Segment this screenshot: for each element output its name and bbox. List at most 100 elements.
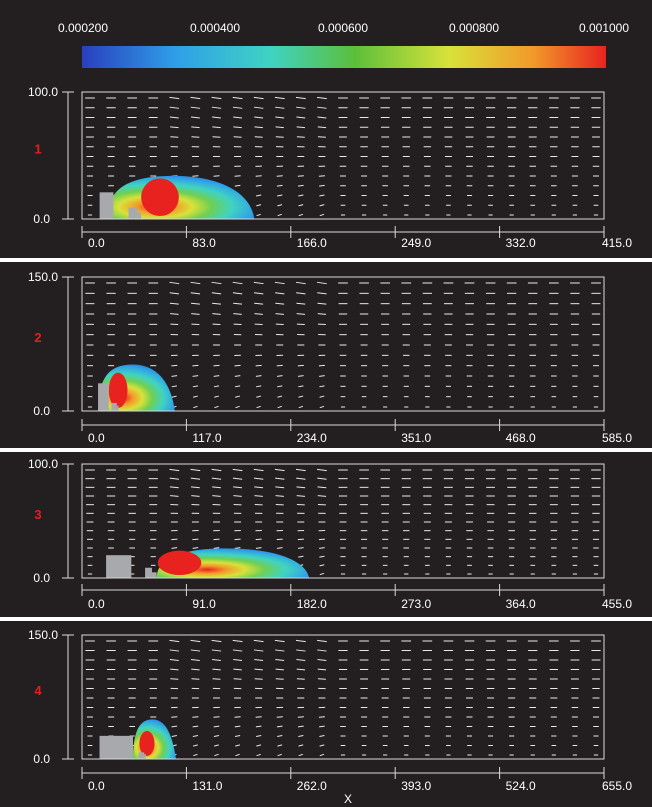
vector-arrow bbox=[256, 213, 261, 217]
vector-arrow bbox=[298, 204, 304, 207]
vector-arrow bbox=[235, 405, 240, 409]
vector-arrow bbox=[190, 659, 200, 661]
vector-arrow bbox=[234, 184, 241, 187]
x-tick-label: 83.0 bbox=[192, 236, 216, 250]
vector-arrow bbox=[170, 668, 179, 671]
vector-arrow bbox=[317, 495, 327, 497]
vector-arrow bbox=[297, 725, 304, 728]
vector-arrow bbox=[317, 126, 327, 129]
vector-arrow bbox=[171, 725, 178, 728]
vector-arrow bbox=[232, 106, 243, 109]
panel-3: 100.0 0.0 3 0.0 91.0 182.0 273.0 364.0 455.0 bbox=[0, 452, 652, 617]
vector-arrow bbox=[256, 753, 261, 757]
vector-arrow bbox=[296, 116, 306, 119]
vector-arrow bbox=[169, 96, 180, 100]
vector-arrow bbox=[319, 395, 325, 398]
x-tick-label: 393.0 bbox=[401, 779, 431, 793]
x-tick-label: 249.0 bbox=[401, 236, 431, 250]
vector-arrow bbox=[191, 668, 200, 671]
vector-arrow bbox=[275, 302, 285, 305]
concentration-plume bbox=[107, 175, 255, 219]
vector-arrow bbox=[319, 735, 325, 737]
vector-arrow bbox=[319, 385, 325, 388]
vector-arrow bbox=[256, 194, 262, 197]
vector-arrow bbox=[276, 375, 283, 377]
vector-arrow bbox=[171, 735, 177, 737]
vector-arrow bbox=[213, 385, 220, 388]
vector-arrow bbox=[171, 385, 177, 388]
vector-arrow bbox=[212, 495, 221, 497]
vector-arrow bbox=[298, 555, 304, 558]
vector-arrow bbox=[234, 547, 241, 549]
vector-arrow bbox=[275, 486, 285, 489]
vector-arrow bbox=[212, 126, 221, 129]
vector-arrow bbox=[317, 292, 327, 295]
vector-arrow bbox=[254, 668, 263, 671]
vector-arrow bbox=[253, 292, 264, 295]
vector-arrow bbox=[295, 96, 306, 100]
vector-arrow bbox=[192, 395, 198, 398]
y-tick-label: 100.0 bbox=[28, 85, 58, 99]
vector-arrow bbox=[276, 725, 283, 728]
vector-arrow bbox=[170, 313, 179, 315]
vector-arrow bbox=[255, 547, 262, 549]
vector-arrow bbox=[212, 116, 221, 119]
vector-arrow bbox=[275, 668, 284, 671]
y-tick-label: 0.0 bbox=[33, 212, 50, 226]
vector-arrow bbox=[295, 468, 306, 472]
x-tick-label: 273.0 bbox=[401, 597, 431, 611]
vector-arrow bbox=[169, 116, 179, 119]
vector-arrow bbox=[256, 744, 262, 747]
vector-arrow bbox=[211, 477, 222, 480]
x-tick-label: 468.0 bbox=[506, 431, 536, 445]
y-tick-label: 150.0 bbox=[28, 628, 58, 642]
vector-arrow bbox=[213, 375, 220, 377]
vector-arrow bbox=[234, 725, 241, 728]
vector-arrow bbox=[192, 744, 198, 747]
vector-arrow bbox=[213, 735, 220, 737]
vector-arrow bbox=[214, 753, 219, 757]
vector-arrow bbox=[253, 477, 264, 480]
vector-arrow bbox=[254, 126, 263, 129]
vector-arrow bbox=[317, 649, 327, 652]
vector-arrow bbox=[253, 639, 264, 643]
x-tick-label: 0.0 bbox=[88, 597, 105, 611]
vector-arrow bbox=[190, 649, 201, 652]
x-tick-label: 455.0 bbox=[602, 597, 632, 611]
vector-arrow bbox=[212, 659, 221, 661]
vector-arrow bbox=[297, 375, 304, 377]
vector-arrow bbox=[253, 106, 264, 109]
vector-arrow bbox=[296, 495, 306, 497]
vector-arrow bbox=[317, 313, 327, 315]
vector-arrow bbox=[275, 116, 285, 119]
vector-arrow bbox=[319, 204, 325, 207]
vector-arrow bbox=[275, 477, 285, 480]
vector-arrow bbox=[191, 126, 200, 129]
vector-arrow bbox=[277, 385, 283, 388]
vector-arrow bbox=[190, 486, 200, 489]
panel-background bbox=[0, 84, 652, 258]
vector-arrow bbox=[298, 194, 304, 197]
vector-arrow bbox=[274, 468, 285, 472]
colorbar-tick-label: 0.000400 bbox=[190, 21, 240, 35]
vector-arrow bbox=[274, 639, 285, 643]
concentration-core bbox=[141, 178, 179, 216]
vector-arrow bbox=[211, 468, 222, 472]
panel-4: 150.0 0.0 4 0.0 131.0 262.0 393.0 524.0 655.0 bbox=[0, 621, 652, 807]
vector-arrow bbox=[212, 302, 221, 305]
x-tick-label: 524.0 bbox=[506, 779, 536, 793]
vector-arrow bbox=[193, 405, 198, 409]
vector-arrow bbox=[214, 744, 219, 747]
vector-arrow bbox=[319, 405, 325, 409]
x-tick-label: 117.0 bbox=[192, 431, 221, 445]
x-tick-label: 234.0 bbox=[297, 431, 327, 445]
building bbox=[137, 212, 142, 219]
vector-arrow bbox=[254, 116, 264, 119]
x-tick-label: 351.0 bbox=[401, 431, 431, 445]
vector-arrow bbox=[256, 204, 262, 207]
x-tick-label: 332.0 bbox=[506, 236, 536, 250]
vector-arrow bbox=[192, 725, 199, 728]
building bbox=[144, 754, 146, 759]
vector-arrow bbox=[211, 106, 222, 109]
vector-arrow bbox=[190, 477, 201, 480]
